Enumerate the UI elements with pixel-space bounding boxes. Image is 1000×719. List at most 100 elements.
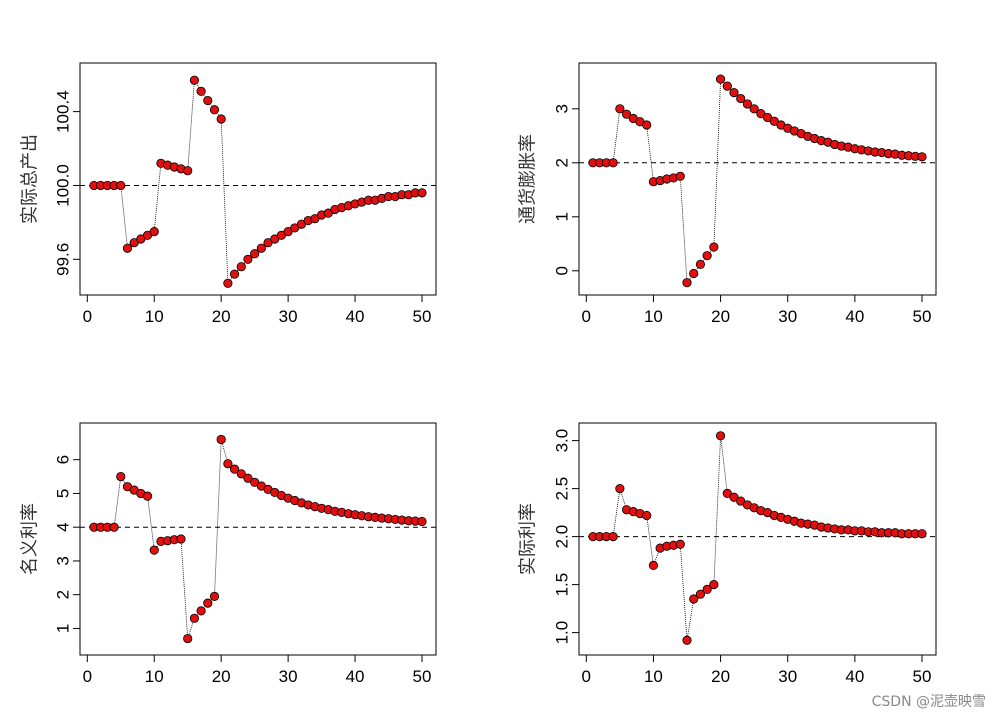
x-tick-label: 40 <box>845 307 864 326</box>
data-point <box>715 431 726 441</box>
data-point <box>742 99 753 109</box>
x-tick-label: 20 <box>711 307 730 326</box>
x-tick-label: 40 <box>845 667 864 686</box>
x-tick-label: 20 <box>711 667 730 686</box>
y-axis: 0 1 2 3 <box>553 104 579 276</box>
x-tick-label: 20 <box>212 667 231 686</box>
x-tick-label: 50 <box>913 307 932 326</box>
x-tick-label: 50 <box>913 667 932 686</box>
data-point <box>229 464 240 474</box>
data-point <box>709 242 719 252</box>
data-point <box>189 613 200 623</box>
x-tick-label: 10 <box>145 667 164 686</box>
y-tick-label: 6 <box>54 455 73 464</box>
y-tick-label: 100.4 <box>54 90 73 133</box>
data-point <box>615 483 625 494</box>
x-tick-label: 30 <box>778 307 797 326</box>
data-point <box>236 262 246 272</box>
data-point <box>122 243 133 253</box>
data-point <box>417 516 427 527</box>
x-axis: 0 10 20 30 40 50 <box>582 295 932 326</box>
data-point <box>196 606 206 616</box>
x-axis: 0 10 20 30 40 50 <box>582 655 932 686</box>
data-point <box>709 579 719 590</box>
data-point <box>675 539 685 549</box>
chart-panel-1: 0 10 20 30 40 50 99.6 100.0 100.4 实际总产出 <box>20 62 437 326</box>
data-point <box>243 473 253 483</box>
y-axis-label: 实际利率 <box>518 503 539 575</box>
plot-frame <box>79 422 437 656</box>
data-point <box>621 109 632 119</box>
watermark: CSDN @泥壶映雪 <box>871 694 986 710</box>
data-point <box>223 278 233 288</box>
y-tick-label: 5 <box>54 489 73 498</box>
data-point <box>116 180 126 191</box>
x-tick-label: 10 <box>644 667 663 686</box>
data-point <box>183 633 193 644</box>
data-point <box>149 545 159 555</box>
chart-panel-2: 0 10 20 30 40 50 0 1 2 3 通货膨胀率 <box>518 62 937 326</box>
data-point <box>715 74 726 84</box>
data-point <box>695 589 706 599</box>
data-point <box>116 471 126 482</box>
y-tick-label: 3.0 <box>553 429 572 453</box>
y-axis: 1 2 3 4 5 6 <box>54 455 80 633</box>
data-point <box>675 171 685 181</box>
data-point <box>229 269 240 279</box>
x-tick-label: 30 <box>279 667 298 686</box>
y-axis-label: 名义利率 <box>20 503 41 575</box>
data-point <box>209 105 220 115</box>
y-tick-label: 99.6 <box>54 243 73 276</box>
x-tick-label: 0 <box>582 667 591 686</box>
data-point <box>648 560 659 571</box>
data-point <box>729 88 739 98</box>
y-axis-label: 通货膨胀率 <box>518 134 539 224</box>
data-point <box>209 591 220 601</box>
x-tick-label: 40 <box>346 307 365 326</box>
data-point <box>243 254 253 264</box>
data-point <box>702 251 712 261</box>
x-tick-label: 20 <box>212 307 231 326</box>
plot-frame <box>578 62 937 296</box>
data-point <box>189 75 200 85</box>
data-point <box>749 104 759 114</box>
series-line <box>593 435 922 641</box>
x-tick-label: 40 <box>346 667 365 686</box>
data-points <box>588 431 927 645</box>
data-point <box>142 491 153 501</box>
data-point <box>196 86 206 96</box>
data-point <box>256 243 266 253</box>
series-line <box>94 439 423 639</box>
data-point <box>615 104 625 114</box>
y-tick-label: 4 <box>54 522 73 531</box>
x-tick-label: 30 <box>778 667 797 686</box>
x-tick-label: 0 <box>83 307 92 326</box>
data-point <box>236 469 246 479</box>
data-points <box>89 434 427 644</box>
data-point <box>682 635 692 645</box>
data-point <box>695 259 706 269</box>
data-point <box>216 434 226 445</box>
x-tick-label: 50 <box>413 307 432 326</box>
x-tick-label: 30 <box>279 307 298 326</box>
plot-frame <box>79 62 437 296</box>
y-tick-label: 1.0 <box>553 621 572 645</box>
y-tick-label: 1 <box>54 624 73 633</box>
plot-frame <box>578 422 937 656</box>
data-point <box>702 584 712 595</box>
data-point <box>109 522 119 532</box>
x-tick-label: 10 <box>644 307 663 326</box>
data-point <box>608 158 618 168</box>
y-tick-label: 2.5 <box>553 477 572 501</box>
data-point <box>203 598 213 608</box>
y-tick-label: 3 <box>54 556 73 565</box>
data-point <box>203 95 213 106</box>
data-point <box>176 534 186 544</box>
y-tick-label: 100.0 <box>54 164 73 207</box>
y-tick-label: 2 <box>553 158 572 167</box>
data-point <box>183 166 193 176</box>
chart-panel-3: 0 10 20 30 40 50 1 2 3 4 5 6 名义利率 <box>20 422 437 686</box>
y-tick-label: 2 <box>54 590 73 599</box>
data-points <box>89 75 427 288</box>
